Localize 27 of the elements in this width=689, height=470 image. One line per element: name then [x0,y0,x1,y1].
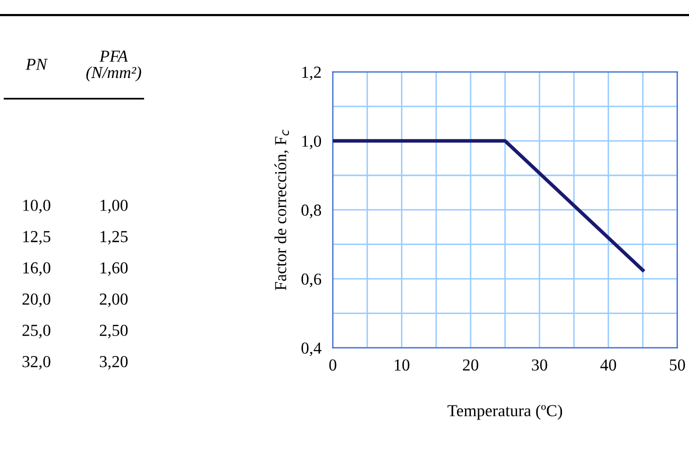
y-tick-label: 0,8 [301,204,322,218]
text: 10,0 [23,200,50,214]
text: 3,20 [100,356,128,370]
x-tick-label: 20 [462,359,478,371]
text: 1,00 [100,200,128,214]
x-tick-label: 40 [600,359,616,371]
text: PFA (N/mm²) [86,50,142,82]
y-axis-title: Factor de corrección, F$_{c}$ [274,130,290,290]
y-tick-label: 1,2 [302,66,321,80]
text: 2,00 [100,293,128,308]
x-tick-label: 10 [394,359,410,371]
text: 16,0 [23,262,50,276]
text: 1,25 [100,231,128,245]
text: PN [26,58,48,70]
x-axis-title: Temperatura (ºC) [448,404,562,420]
text: 32,0 [22,356,50,370]
y-tick-label: 0,6 [301,274,322,288]
text: 1,60 [100,262,128,276]
y-tick-label: 0,4 [301,342,322,356]
text: 12,5 [23,231,50,245]
text: 20,0 [22,293,50,308]
text: 2,50 [100,324,128,338]
x-tick-label: 50 [670,359,685,371]
text: 25,0 [22,324,50,338]
x-tick-label: 30 [532,359,548,371]
x-tick-label: 0 [329,359,336,371]
y-tick-label: 1,0 [302,136,322,150]
